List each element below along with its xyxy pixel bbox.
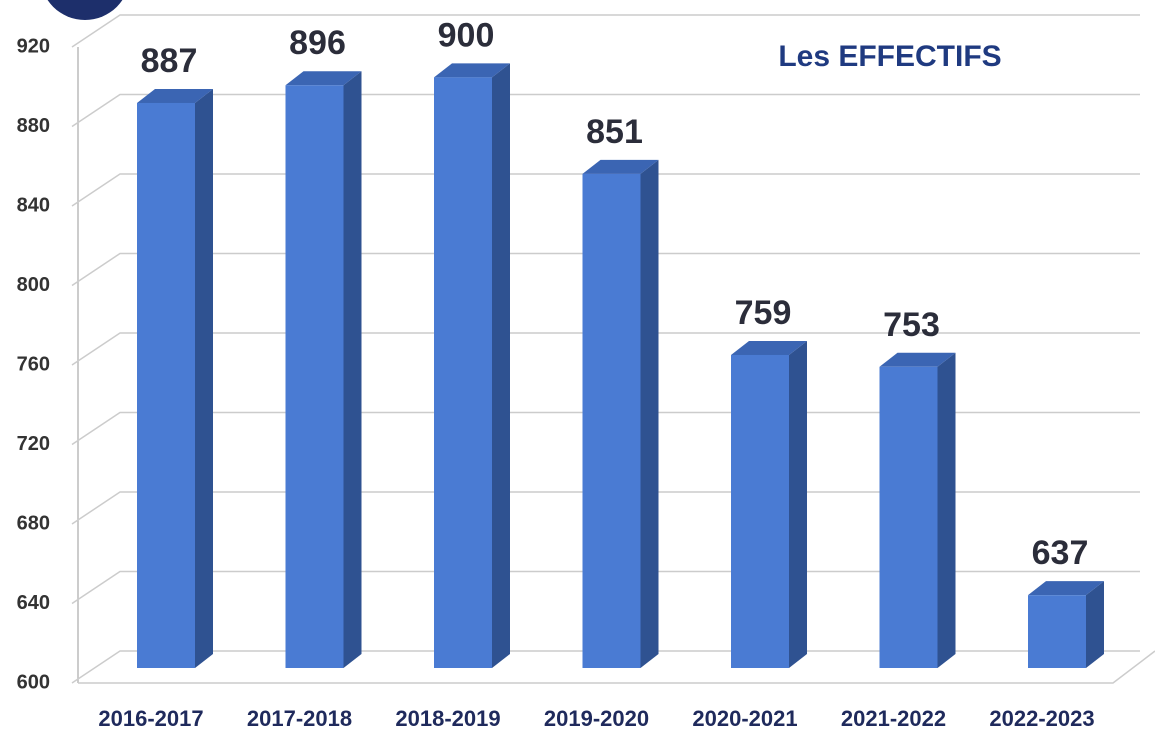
- x-tick-label: 2018-2019: [395, 706, 500, 731]
- y-tick-label: 760: [17, 353, 50, 375]
- bar-top: [137, 88, 213, 103]
- logo: [47, 0, 123, 20]
- x-tick-label: 2022-2023: [989, 706, 1094, 731]
- data-label: 637: [1032, 534, 1089, 572]
- data-label: 896: [289, 24, 346, 62]
- y-tick-label: 600: [17, 671, 50, 693]
- bar-top: [434, 63, 510, 78]
- grid-line: [71, 93, 1140, 128]
- grid-line: [71, 332, 1140, 366]
- y-tick-label: 880: [17, 115, 50, 137]
- bar-side: [789, 340, 807, 668]
- x-tick-label: 2020-2021: [692, 706, 797, 731]
- bar-side: [937, 352, 956, 668]
- bar-side: [1086, 581, 1104, 668]
- grid-line: [71, 173, 1140, 207]
- bar-top: [285, 71, 362, 86]
- bar: [582, 173, 641, 668]
- data-label: 900: [438, 16, 495, 54]
- data-label: 759: [735, 294, 792, 332]
- bar: [731, 354, 789, 668]
- y-tick-label: 840: [17, 194, 50, 216]
- bar-top: [731, 340, 807, 355]
- x-tick-label: 2021-2022: [841, 706, 946, 731]
- bar: [285, 85, 344, 668]
- bar-top: [1028, 581, 1104, 596]
- data-label: 851: [586, 113, 643, 151]
- y-tick-label: 720: [17, 433, 50, 455]
- bar-top: [879, 352, 956, 367]
- x-tick-label: 2019-2020: [544, 706, 649, 731]
- data-label: 753: [883, 306, 940, 344]
- bar: [1028, 595, 1086, 668]
- y-tick-label: 680: [17, 512, 50, 534]
- bar-side: [640, 159, 659, 668]
- y-tick-label: 800: [17, 274, 50, 296]
- bar: [137, 102, 195, 668]
- x-tick-label: 2017-2018: [247, 706, 352, 731]
- bar: [879, 366, 938, 668]
- floor: [78, 650, 1155, 684]
- bar: [434, 77, 492, 668]
- bar-top: [582, 159, 659, 174]
- bar-side: [343, 71, 362, 668]
- grid-line: [71, 14, 1140, 48]
- data-label: 887: [141, 42, 198, 80]
- bar-side: [195, 88, 213, 668]
- grid-line: [71, 252, 1140, 287]
- chart-title: Les EFFECTIFS: [778, 40, 1001, 73]
- y-tick-label: 920: [17, 35, 50, 57]
- bar-side: [492, 63, 510, 668]
- x-tick-label: 2016-2017: [98, 706, 203, 731]
- y-tick-label: 640: [17, 592, 50, 614]
